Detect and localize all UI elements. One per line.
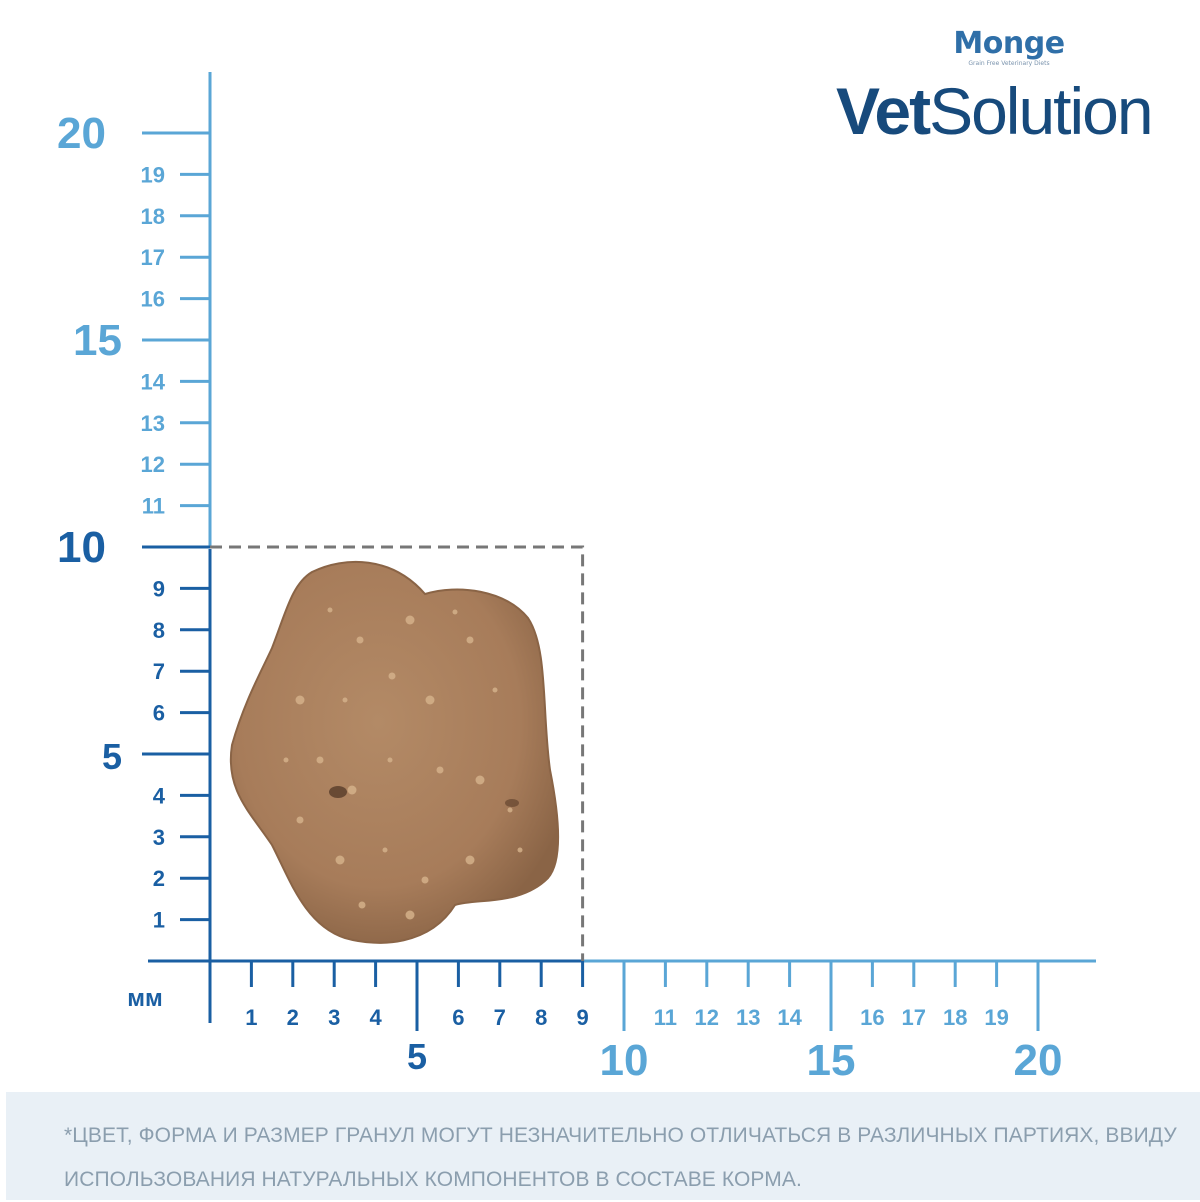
x-major-label-10: 10 [600, 1036, 649, 1085]
x-major-label-20: 20 [1014, 1036, 1063, 1085]
kibble-speck [475, 775, 485, 785]
x-tick-label-2: 2 [287, 1005, 299, 1030]
x-tick-label-9: 9 [576, 1005, 588, 1030]
y-tick-label-8: 8 [153, 618, 165, 643]
y-tick-label-18: 18 [141, 204, 165, 229]
x-tick-label-16: 16 [860, 1005, 884, 1030]
kibble-speck [421, 876, 429, 884]
y-major-label-10: 10 [57, 523, 106, 572]
size-box-dashed [210, 545, 585, 961]
y-tick-label-1: 1 [153, 908, 165, 933]
kibble-speck [316, 756, 324, 764]
kibble-shape [229, 560, 559, 944]
y-tick-label-14: 14 [141, 369, 166, 394]
x-tick-label-19: 19 [984, 1005, 1008, 1030]
kibble-pore [329, 786, 347, 798]
kibble-speck [492, 687, 498, 693]
y-tick-label-4: 4 [153, 783, 166, 808]
x-tick-label-7: 7 [494, 1005, 506, 1030]
kibble-speck [347, 785, 357, 795]
disclaimer-text: *ЦВЕТ, ФОРМА И РАЗМЕР ГРАНУЛ МОГУТ НЕЗНА… [64, 1124, 1177, 1191]
kibble-speck [517, 847, 523, 853]
y-major-label-5: 5 [102, 736, 122, 777]
kibble-speck [436, 766, 444, 774]
disclaimer-footer: *ЦВЕТ, ФОРМА И РАЗМЕР ГРАНУЛ МОГУТ НЕЗНА… [6, 1092, 1200, 1200]
y-tick-label-16: 16 [141, 287, 165, 312]
y-tick-label-7: 7 [153, 659, 165, 684]
x-tick-label-8: 8 [535, 1005, 547, 1030]
y-tick-label-3: 3 [153, 825, 165, 850]
kibble-speck [382, 847, 388, 853]
kibble-speck [296, 816, 304, 824]
x-tick-label-1: 1 [245, 1005, 257, 1030]
y-tick-label-2: 2 [153, 866, 165, 891]
monge-logo: Monge Grain Free Veterinary Diets [948, 28, 1070, 68]
vetsolution-logo-regular: Solution [929, 74, 1154, 148]
y-tick-label-6: 6 [153, 701, 165, 726]
y-tick-label-17: 17 [141, 245, 165, 270]
y-tick-label-13: 13 [141, 411, 165, 436]
x-tick-label-12: 12 [695, 1005, 719, 1030]
y-tick-label-11: 11 [142, 494, 165, 519]
x-major-label-15: 15 [807, 1036, 856, 1085]
y-major-label-20: 20 [57, 109, 106, 158]
kibble-speck [327, 607, 333, 613]
x-tick-label-17: 17 [902, 1005, 926, 1030]
kibble-speck [342, 697, 348, 703]
x-major-label-5: 5 [407, 1036, 427, 1077]
kibble-speck [387, 757, 393, 763]
y-major-label-15: 15 [73, 316, 122, 365]
y-tick-label-19: 19 [141, 162, 165, 187]
kibble-speck [425, 695, 435, 705]
monge-wordmark: Monge [953, 26, 1065, 61]
kibble-speck [452, 609, 458, 615]
x-tick-label-18: 18 [943, 1005, 967, 1030]
x-tick-label-14: 14 [777, 1005, 802, 1030]
kibble-speck [295, 695, 305, 705]
kibble-photo [229, 560, 559, 944]
x-tick-label-13: 13 [736, 1005, 760, 1030]
y-tick-label-12: 12 [141, 452, 165, 477]
unit-label: мм [127, 985, 163, 1012]
vetsolution-logo: VetSolution [836, 74, 1154, 148]
kibble-speck [405, 615, 415, 625]
kibble-speck [283, 757, 289, 763]
kibble-speck [356, 636, 364, 644]
vetsolution-logo-bold: Vet [836, 74, 931, 148]
x-tick-label-4: 4 [369, 1005, 382, 1030]
kibble-pore [505, 799, 519, 807]
kibble-speck [388, 672, 396, 680]
kibble-speck [466, 636, 474, 644]
x-tick-label-3: 3 [328, 1005, 340, 1030]
kibble-speck [358, 901, 366, 909]
kibble-speck [465, 855, 475, 865]
y-tick-label-9: 9 [153, 576, 165, 601]
kibble-speck [507, 807, 513, 813]
x-tick-label-6: 6 [452, 1005, 464, 1030]
x-tick-label-11: 11 [654, 1005, 677, 1030]
kibble-speck [405, 910, 415, 920]
kibble-speck [335, 855, 345, 865]
monge-tagline: Grain Free Veterinary Diets [968, 60, 1050, 67]
